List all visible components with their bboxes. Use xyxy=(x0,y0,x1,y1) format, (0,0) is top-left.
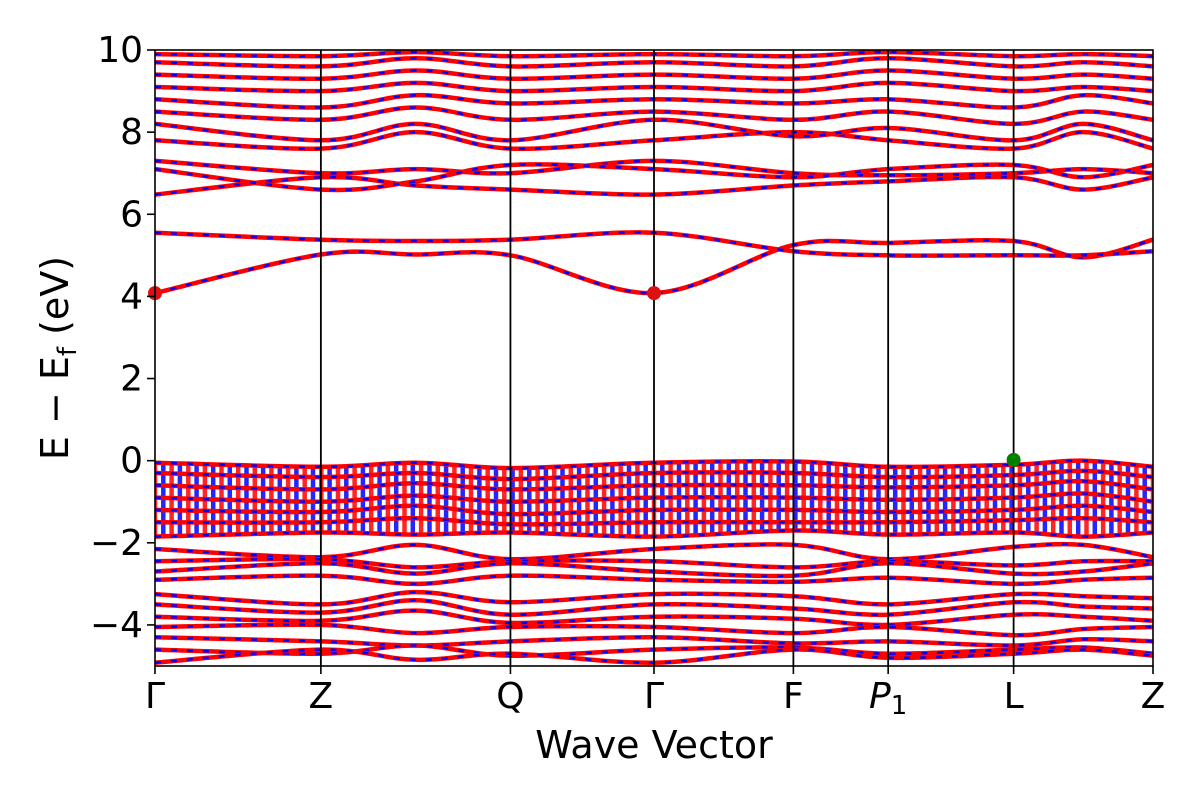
y-axis-label-unit: (eV) xyxy=(33,256,77,347)
x-tick-label: L xyxy=(1004,676,1024,717)
conduction-band-4-spin-down xyxy=(155,163,1153,192)
valence-band-4-spin-up xyxy=(155,503,1153,517)
band-lines xyxy=(155,50,1153,665)
cbm-marker-1 xyxy=(647,286,661,301)
conduction-band-9-spin-up xyxy=(155,80,1153,94)
x-tick-label: Q xyxy=(496,676,524,717)
valence-band-15-spin-up xyxy=(155,635,1153,648)
x-tick-label: Γ xyxy=(644,676,664,717)
valence-band-6-spin-up xyxy=(155,528,1153,539)
x-tick-label: P1 xyxy=(869,676,907,721)
conduction-band-5-spin-up xyxy=(155,129,1153,152)
y-tick-label: −2 xyxy=(90,523,143,564)
y-axis-ticks: −4 −2 0 2 4 6 8 10 xyxy=(90,30,155,646)
valence-band-5-spin-up xyxy=(155,515,1153,527)
x-tick-label-main: P xyxy=(869,676,891,717)
y-tick-label: −4 xyxy=(90,605,143,646)
valence-band-1-spin-up xyxy=(155,468,1153,482)
valence-band-12-spin-up xyxy=(155,598,1153,618)
y-tick-label: 10 xyxy=(97,30,143,71)
y-tick-label: 6 xyxy=(120,194,143,235)
conduction-band-7-spin-up xyxy=(155,105,1153,127)
conduction-band-11-spin-up xyxy=(155,55,1153,69)
x-tick-label-sub: 1 xyxy=(891,691,908,721)
conduction-band-0-spin-up xyxy=(155,237,1153,296)
y-tick-label: 2 xyxy=(120,359,143,400)
valence-band-17-spin-up xyxy=(155,647,1153,665)
valence-band-2-spin-up xyxy=(155,478,1153,492)
conduction-band-6-spin-down xyxy=(155,118,1153,142)
y-axis-label-main: E − E xyxy=(33,356,77,460)
high-symmetry-lines xyxy=(319,50,1015,666)
conduction-band-1-spin-up xyxy=(155,230,1153,258)
y-tick-label: 8 xyxy=(120,112,143,153)
x-axis-ticks: Γ Z Q Γ F P1 L Z xyxy=(145,666,1165,721)
conduction-band-10-spin-up xyxy=(155,68,1153,82)
valence-band-14-spin-up xyxy=(155,622,1153,638)
vbm-marker-0 xyxy=(1006,452,1021,467)
valence-band-13-spin-up xyxy=(155,608,1153,628)
conduction-band-12-spin-up xyxy=(155,50,1153,59)
y-axis-label-sub: f xyxy=(53,346,83,356)
y-tick-label: 4 xyxy=(120,276,143,317)
y-axis-label: E − Ef (eV) xyxy=(33,256,83,460)
conduction-band-2-spin-up xyxy=(155,174,1153,197)
valence-band-9-spin-up xyxy=(155,561,1153,579)
x-tick-label: F xyxy=(783,676,804,717)
x-tick-label: Z xyxy=(1141,676,1166,717)
y-tick-label: 0 xyxy=(120,441,143,482)
x-tick-label: Z xyxy=(309,676,334,717)
conduction-band-3-spin-up xyxy=(155,158,1153,178)
valence-band-11-spin-up xyxy=(155,589,1153,607)
valence-band-10-spin-up xyxy=(155,573,1153,587)
valence-band-3-spin-up xyxy=(155,491,1153,504)
x-axis-label: Wave Vector xyxy=(535,723,773,767)
valence-band-7-spin-up xyxy=(155,541,1153,562)
x-tick-label: Γ xyxy=(145,676,165,717)
conduction-band-8-spin-up xyxy=(155,92,1153,110)
valence-band-0-spin-up xyxy=(155,458,1153,471)
valence-band-8-spin-up xyxy=(155,556,1153,570)
